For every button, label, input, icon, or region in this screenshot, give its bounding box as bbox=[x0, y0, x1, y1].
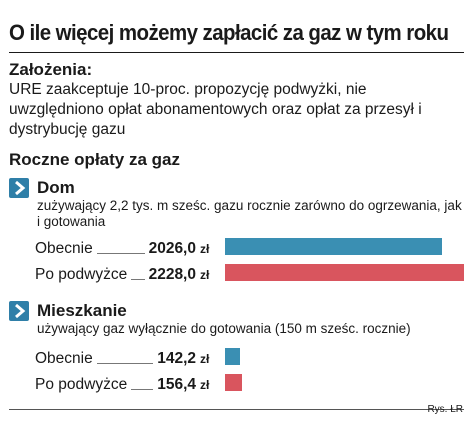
row-label: Obecnie bbox=[35, 350, 93, 367]
section-title: Dom bbox=[37, 178, 75, 197]
assumptions-text: URE zaakceptuje 10-proc. propozycję podw… bbox=[9, 81, 422, 138]
footer-divider bbox=[9, 409, 464, 410]
chevron-right-icon bbox=[9, 178, 29, 198]
bar-row: Obecnie 142,2 zł bbox=[35, 348, 465, 368]
bar bbox=[225, 374, 242, 391]
row-label: Po podwyżce bbox=[35, 266, 128, 283]
section-description: używający gaz wyłącznie do gotowania (15… bbox=[37, 321, 411, 336]
bar bbox=[225, 238, 443, 255]
row-label: Obecnie bbox=[35, 240, 93, 257]
unit-label: zł bbox=[200, 378, 210, 392]
leader-line bbox=[131, 279, 145, 280]
leader-line bbox=[96, 363, 154, 364]
data-label: 2228,0 bbox=[148, 266, 196, 283]
row-label: Po podwyżce bbox=[35, 376, 128, 393]
unit-label: zł bbox=[200, 268, 210, 282]
bar bbox=[225, 264, 464, 281]
unit-label: zł bbox=[200, 242, 210, 256]
chevron-right-icon bbox=[9, 301, 29, 321]
bar-row: Obecnie 2026,0 zł bbox=[35, 238, 465, 258]
bar bbox=[225, 348, 241, 365]
assumptions-heading: Założenia: bbox=[9, 60, 93, 79]
leader-line bbox=[131, 389, 154, 390]
leader-line bbox=[96, 253, 145, 254]
credit: Rys. ŁR bbox=[427, 404, 463, 415]
section-title: Mieszkanie bbox=[37, 301, 127, 320]
title-divider bbox=[9, 52, 464, 53]
bar-row: Po podwyżce 156,4 zł bbox=[35, 374, 465, 394]
data-label: 2026,0 bbox=[148, 240, 196, 257]
unit-label: zł bbox=[200, 352, 210, 366]
bar-row: Po podwyżce 2228,0 zł bbox=[35, 264, 465, 284]
data-label: 156,4 bbox=[157, 376, 196, 393]
chart-title: O ile więcej możemy zapłacić za gaz w ty… bbox=[9, 20, 449, 45]
data-label: 142,2 bbox=[157, 350, 196, 367]
section-description: zużywający 2,2 tys. m sześc. gazu roczni… bbox=[37, 198, 462, 229]
chart-subtitle: Roczne opłaty za gaz bbox=[9, 150, 180, 169]
